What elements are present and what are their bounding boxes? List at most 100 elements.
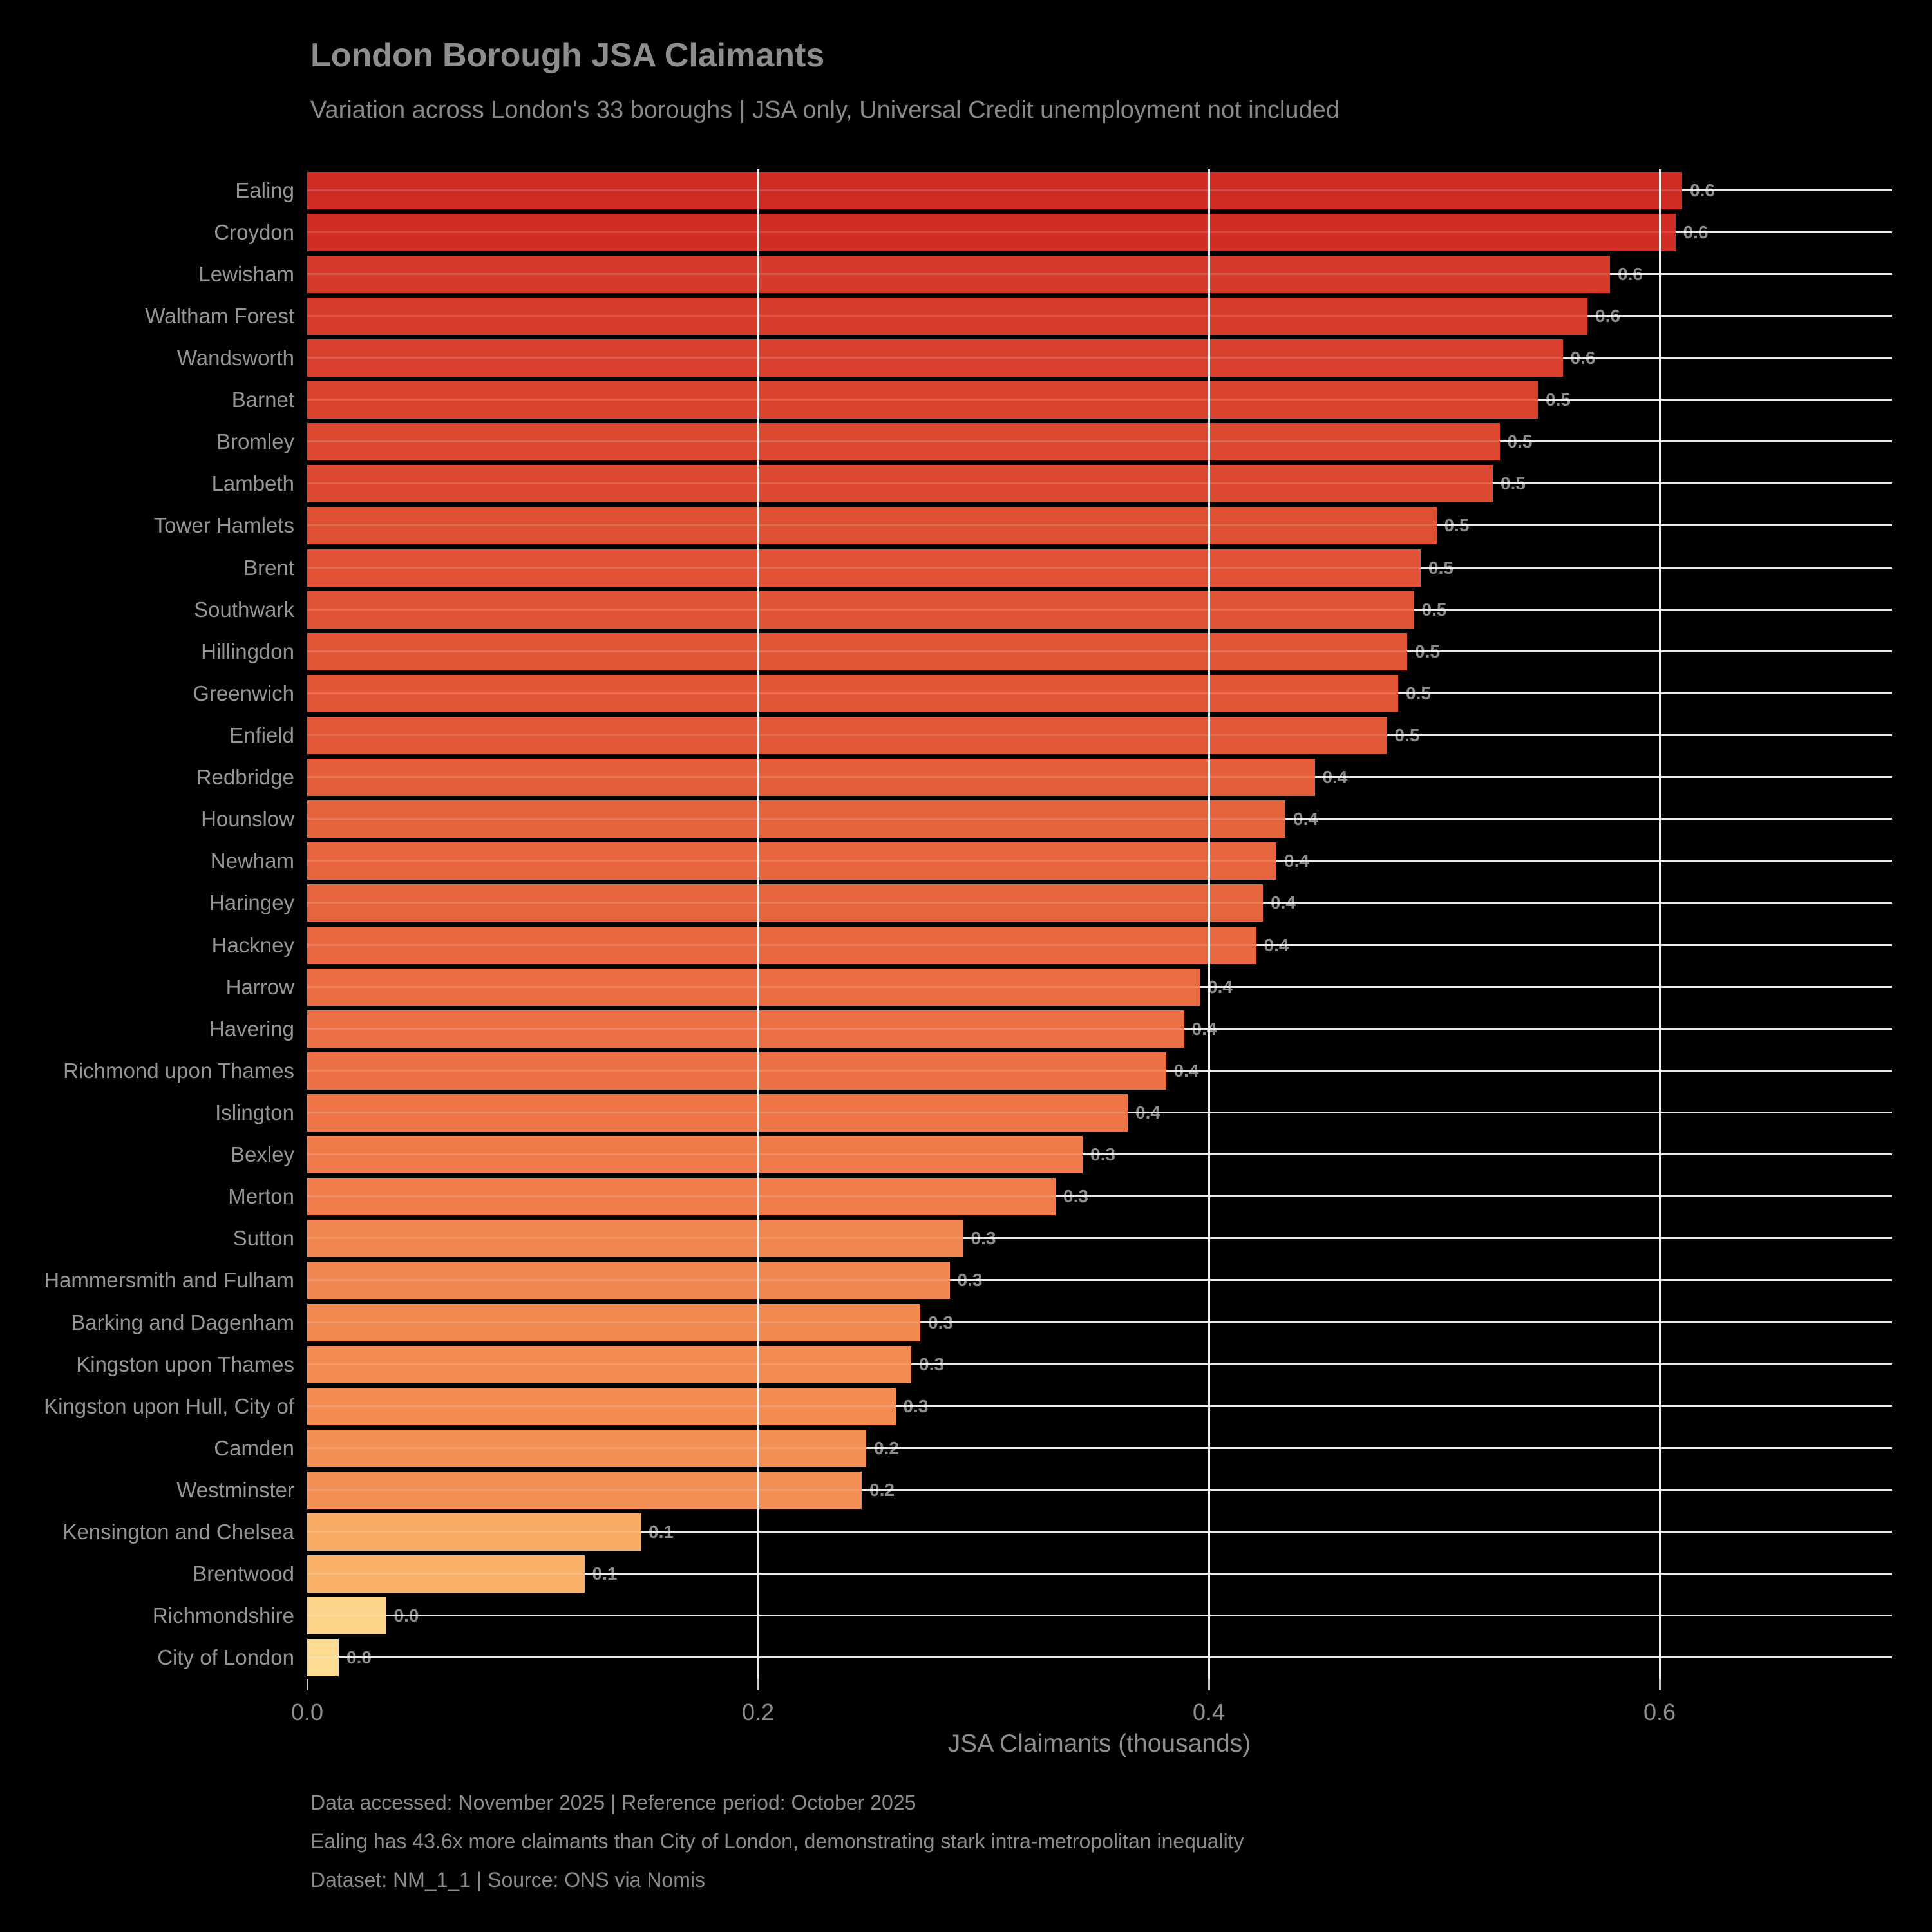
bar [307, 1178, 1056, 1216]
bar-row: Hammersmith and Fulham 0.3 [0, 1260, 1932, 1302]
bar [307, 842, 1276, 880]
bar [307, 632, 1407, 670]
gridline-horizontal [1056, 1195, 1892, 1198]
gridline-horizontal [920, 1321, 1892, 1323]
bar-gridline-overlay [307, 1405, 896, 1407]
bar [307, 1052, 1166, 1090]
gridline-horizontal [1166, 1069, 1892, 1072]
bar [307, 1262, 950, 1300]
category-label: Lambeth [211, 471, 294, 496]
gridline-horizontal [1200, 985, 1892, 988]
category-label: Tower Hamlets [153, 513, 294, 538]
bar [307, 1597, 386, 1635]
category-label: Sutton [232, 1226, 294, 1251]
bar-row: Newham 0.4 [0, 840, 1932, 882]
bar-gridline-overlay [307, 1279, 950, 1282]
gridline-vertical [1208, 169, 1210, 1679]
bar-gridline-overlay [307, 1363, 911, 1365]
category-label: City of London [157, 1645, 294, 1670]
category-label: Haringey [209, 891, 294, 915]
bar-row: Barnet 0.5 [0, 379, 1932, 421]
bar [307, 381, 1538, 419]
bar [307, 716, 1387, 754]
gridline-horizontal [386, 1615, 1892, 1617]
gridline-vertical [1658, 169, 1661, 1679]
gridline-horizontal [1499, 440, 1892, 443]
bar-row: Havering 0.4 [0, 1008, 1932, 1050]
bar-row: Haringey 0.4 [0, 882, 1932, 924]
bar [307, 507, 1437, 545]
bar-row: Kingston upon Thames 0.3 [0, 1343, 1932, 1385]
x-tick-label: 0.2 [741, 1699, 775, 1725]
bar-gridline-overlay [307, 1069, 1166, 1072]
bar-gridline-overlay [307, 189, 1682, 191]
bar-gridline-overlay [307, 1237, 963, 1240]
category-label: Merton [228, 1184, 294, 1209]
bar-row: Hounslow 0.4 [0, 799, 1932, 840]
category-label: Enfield [229, 723, 294, 747]
bar [307, 297, 1587, 335]
x-tick-label: 0.0 [290, 1699, 324, 1725]
bar-gridline-overlay [307, 1321, 920, 1323]
bar-row: Bromley 0.5 [0, 421, 1932, 463]
gridline-horizontal [1587, 314, 1892, 317]
bar-row: Kensington and Chelsea 0.1 [0, 1511, 1932, 1553]
x-axis-label: JSA Claimants (thousands) [947, 1730, 1251, 1757]
gridline-horizontal [866, 1446, 1892, 1449]
bar [307, 591, 1414, 629]
bar-gridline-overlay [307, 1111, 1128, 1113]
gridline-horizontal [584, 1573, 1892, 1575]
category-label: Bromley [216, 430, 294, 454]
gridline-horizontal [1398, 692, 1892, 694]
bar [307, 800, 1285, 838]
bar-row: Sutton 0.3 [0, 1218, 1932, 1260]
category-label: Southwark [194, 597, 294, 621]
bar [307, 255, 1610, 293]
category-label: Brentwood [193, 1562, 294, 1586]
category-label: Brent [243, 555, 294, 580]
gridline-horizontal [1407, 650, 1892, 652]
bar-gridline-overlay [307, 985, 1200, 988]
bar [307, 926, 1256, 964]
chart-subtitle: Variation across London's 33 boroughs | … [310, 97, 1340, 124]
category-label: Hounslow [201, 807, 294, 831]
bar-gridline-overlay [307, 482, 1493, 485]
bar-gridline-overlay [307, 1573, 585, 1575]
bar-gridline-overlay [307, 1615, 386, 1617]
gridline-horizontal [862, 1488, 1892, 1491]
bar-gridline-overlay [307, 1195, 1056, 1198]
bar-row: Westminster 0.2 [0, 1469, 1932, 1511]
x-tick [757, 1679, 759, 1690]
bar [307, 213, 1676, 251]
gridline-horizontal [1421, 566, 1892, 569]
bar [307, 884, 1263, 922]
gridline-horizontal [1610, 272, 1892, 275]
gridline-horizontal [963, 1237, 1892, 1240]
gridline-horizontal [641, 1531, 1892, 1533]
bar-gridline-overlay [307, 1656, 339, 1659]
category-label: Westminster [176, 1477, 294, 1502]
bar [307, 549, 1421, 587]
bar-row: Richmondshire 0.0 [0, 1595, 1932, 1637]
bar [307, 968, 1200, 1006]
category-label: Greenwich [193, 681, 294, 705]
bar-gridline-overlay [307, 1446, 866, 1449]
gridline-horizontal [1276, 860, 1892, 862]
bar-gridline-overlay [307, 231, 1676, 233]
gridline-horizontal [339, 1656, 1892, 1659]
category-label: Harrow [225, 974, 294, 999]
gridline-horizontal [1414, 608, 1892, 611]
bar-gridline-overlay [307, 902, 1263, 904]
bar-gridline-overlay [307, 1153, 1083, 1156]
bar-row: Wandsworth 0.6 [0, 337, 1932, 379]
category-label: Redbridge [196, 765, 294, 790]
gridline-horizontal [1682, 189, 1892, 191]
bar [307, 1471, 862, 1509]
gridline-horizontal [1493, 482, 1892, 485]
category-label: Islington [215, 1100, 294, 1124]
bar-row: Southwark 0.5 [0, 589, 1932, 630]
bar [307, 1220, 963, 1258]
category-label: Hillingdon [201, 639, 294, 663]
gridline-horizontal [1184, 1027, 1892, 1030]
